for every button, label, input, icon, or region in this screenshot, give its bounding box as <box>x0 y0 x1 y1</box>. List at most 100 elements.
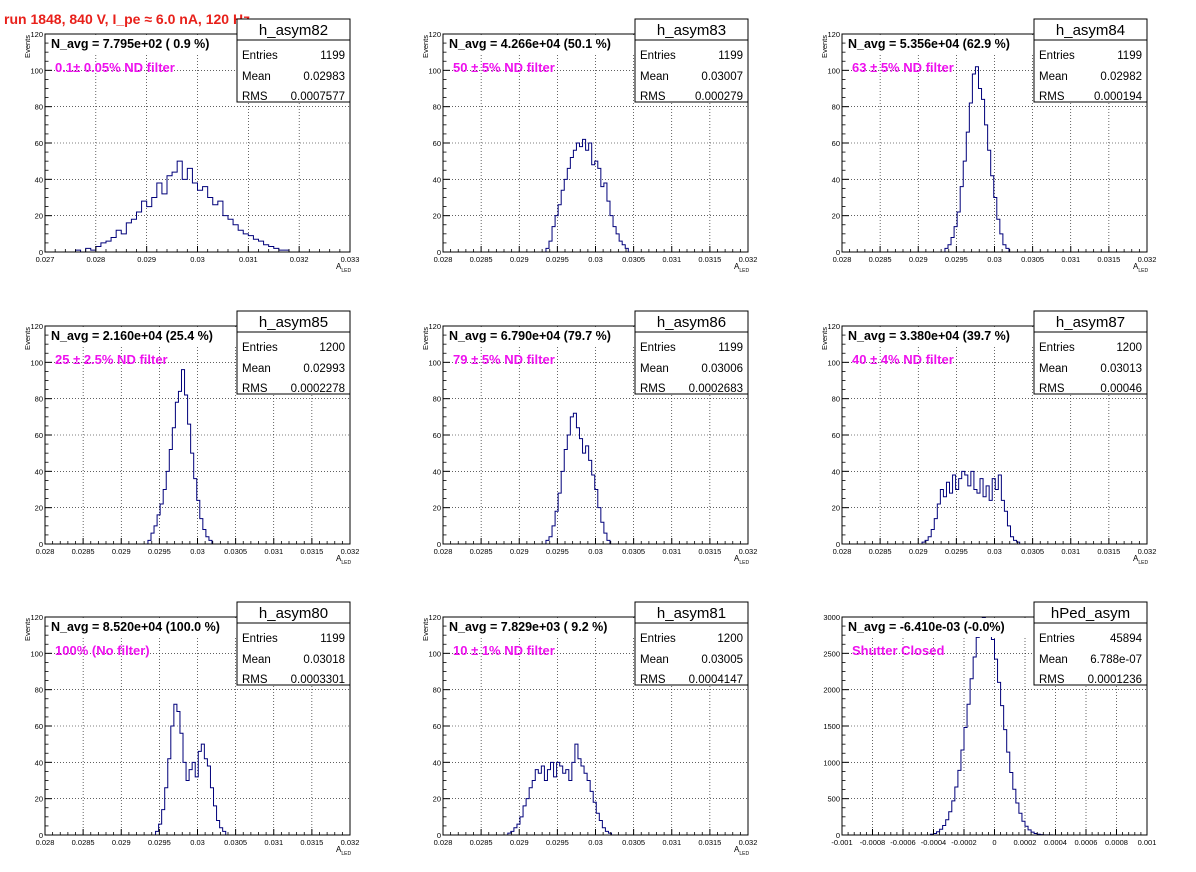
x-tick-label: 0.031 <box>1061 255 1080 264</box>
histogram-panel-h_asym83: 0.028 0.0285 0.029 0.0295 0.03 0.0305 0.031 0.0… <box>421 18 757 274</box>
x-tick-label: 0.032 <box>1138 547 1157 556</box>
x-tick-label: 0.0315 <box>1097 255 1120 264</box>
x-tick-label: 0.0008 <box>1105 838 1128 847</box>
x-tick-label: 0.0285 <box>470 547 493 556</box>
x-axis: 0.028 0.0285 0.029 0.0295 0.03 0.0305 0.031 0.0… <box>36 538 360 556</box>
y-axis-title: Events <box>421 35 430 58</box>
histogram-panel-h_asym82: 0.027 0.028 0.029 0.03 0.031 0.032 0.033 0 20 40 6… <box>23 18 360 274</box>
y-tick-label: 40 <box>35 758 43 767</box>
y-tick-label: 120 <box>30 30 43 39</box>
x-tick-label: 0.028 <box>36 838 55 847</box>
y-tick-label: 120 <box>428 613 441 622</box>
x-tick-label: 0.032 <box>341 547 360 556</box>
y-tick-label: 120 <box>428 322 441 331</box>
x-tick-label: 0.032 <box>290 255 309 264</box>
x-axis-title: ALED <box>734 262 749 274</box>
stats-value-entries: 1199 <box>718 50 743 62</box>
y-tick-label: 3000 <box>823 613 840 622</box>
stats-value-entries: 1199 <box>320 633 345 645</box>
stats-box: h_asym84 Entries 1199 Mean 0.02982 RMS 0.00019… <box>1033 18 1148 103</box>
x-tick-label: 0.0315 <box>300 838 323 847</box>
y-tick-label: 60 <box>433 722 441 731</box>
y-tick-label: 0 <box>437 831 441 840</box>
filter-annotation: 63 ± 5% ND filter <box>852 60 954 75</box>
y-axis: 0 20 40 60 80 100 120 <box>30 322 52 549</box>
x-tick-label: 0.0004 <box>1044 838 1067 847</box>
y-axis-title: Events <box>23 327 32 350</box>
x-axis-title: ALED <box>336 554 351 566</box>
histogram-series <box>75 160 290 253</box>
filter-annotation: 10 ± 1% ND filter <box>453 643 555 658</box>
y-tick-label: 60 <box>35 139 43 148</box>
filter-annotation: 50 ± 5% ND filter <box>453 60 555 75</box>
navg-label-bg <box>846 35 1054 54</box>
x-tick-label: -0.0004 <box>921 838 946 847</box>
stats-value-mean: 0.03018 <box>303 654 345 666</box>
stats-label-entries: Entries <box>1039 633 1075 645</box>
stats-value-entries: 1199 <box>718 342 743 354</box>
x-tick-label: 0.031 <box>239 255 258 264</box>
x-tick-label: 0.033 <box>341 255 360 264</box>
x-axis: 0.028 0.0285 0.029 0.0295 0.03 0.0305 0.031 0.0… <box>434 246 757 264</box>
histogram-series <box>545 138 629 252</box>
stats-value-rms: 0.0002683 <box>689 383 743 395</box>
navg-label-bg <box>49 35 257 54</box>
stats-value-rms: 0.000194 <box>1094 91 1143 103</box>
y-tick-label: 1500 <box>823 722 840 731</box>
histogram-name: h_asym85 <box>259 314 328 331</box>
stats-value-mean: 0.03007 <box>701 71 743 83</box>
y-tick-label: 40 <box>832 175 840 184</box>
stats-value-rms: 0.0001236 <box>1088 674 1142 686</box>
histogram-name: h_asym81 <box>657 605 726 622</box>
x-tick-label: 0.031 <box>264 547 283 556</box>
stats-box-frame <box>1033 601 1148 686</box>
y-tick-label: 80 <box>433 103 441 112</box>
navg-label: N_avg = 2.160e+04 (25.4 %) <box>51 329 213 343</box>
x-tick-label: 0.0305 <box>622 838 645 847</box>
x-tick-label: 0.0285 <box>869 255 892 264</box>
x-axis: 0.028 0.0285 0.029 0.0295 0.03 0.0305 0.031 0.0… <box>434 829 757 847</box>
stats-label-mean: Mean <box>1039 654 1068 666</box>
stats-label-entries: Entries <box>242 50 278 62</box>
x-axis: 0.028 0.0285 0.029 0.0295 0.03 0.0305 0.031 0.0… <box>36 829 360 847</box>
stats-value-rms: 0.0002278 <box>291 383 345 395</box>
x-axis-title-subscript: LED <box>341 851 351 857</box>
y-tick-label: 40 <box>433 758 441 767</box>
x-tick-label: 0.0305 <box>622 547 645 556</box>
stats-label-rms: RMS <box>1039 674 1065 686</box>
x-axis-title-main: A <box>336 845 342 854</box>
y-tick-label: 60 <box>433 431 441 440</box>
y-tick-label: 100 <box>428 66 441 75</box>
stats-value-mean: 0.02982 <box>1100 71 1142 83</box>
x-tick-label: 0.031 <box>1061 547 1080 556</box>
x-tick-label: 0.029 <box>112 547 131 556</box>
y-tick-label: 40 <box>832 467 840 476</box>
x-tick-label: 0.029 <box>112 838 131 847</box>
stats-label-mean: Mean <box>242 363 271 375</box>
y-tick-label: 20 <box>433 795 441 804</box>
x-tick-label: 0.028 <box>86 255 105 264</box>
y-tick-label: 20 <box>35 504 43 513</box>
x-axis: 0.028 0.0285 0.029 0.0295 0.03 0.0305 0.031 0.0… <box>833 246 1156 264</box>
x-tick-label: 0.0002 <box>1014 838 1037 847</box>
y-axis: 0 500 1000 1500 2000 2500 3000 <box>823 613 849 840</box>
x-tick-label: 0.032 <box>341 838 360 847</box>
y-tick-label: 20 <box>832 504 840 513</box>
x-tick-label: 0.0006 <box>1075 838 1098 847</box>
stats-box-frame <box>236 18 351 103</box>
histogram-series <box>147 369 213 544</box>
histogram-panel-h_asym81: 0.028 0.0285 0.029 0.0295 0.03 0.0305 0.031 0.0… <box>421 601 757 857</box>
y-tick-label: 80 <box>832 103 840 112</box>
navg-label: N_avg = 4.266e+04 (50.1 %) <box>449 37 611 51</box>
stats-value-rms: 0.0003301 <box>291 674 345 686</box>
filter-annotation: Shutter Closed <box>852 643 945 658</box>
x-tick-label: 0.03 <box>987 547 1002 556</box>
y-tick-label: 60 <box>433 139 441 148</box>
x-tick-label: 0.0305 <box>224 547 247 556</box>
histogram-series <box>921 470 1021 544</box>
stats-value-entries: 1200 <box>717 633 743 645</box>
y-tick-label: 2500 <box>823 649 840 658</box>
y-tick-label: 20 <box>832 212 840 221</box>
navg-label: N_avg = 7.795e+02 ( 0.9 %) <box>51 37 209 51</box>
x-tick-label: 0.029 <box>909 547 928 556</box>
